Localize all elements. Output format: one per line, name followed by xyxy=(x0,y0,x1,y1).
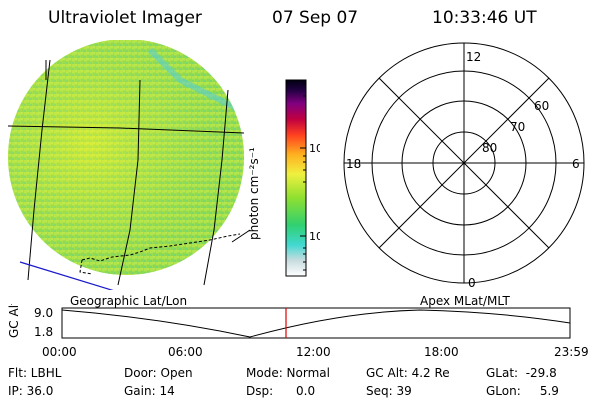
time-tick-2359: 23:59 xyxy=(554,345,589,359)
instrument-title: Ultraviolet Imager xyxy=(48,8,202,28)
gc-alt-info: GC Alt: 4.2 Re xyxy=(366,366,450,380)
colorbar-tick-10: 10 xyxy=(309,230,320,243)
lat-label-80: 80 xyxy=(482,141,497,155)
colorbar-gradient xyxy=(285,79,307,277)
time-tick-1800: 18:00 xyxy=(424,345,459,359)
mode-info: Mode: Normal xyxy=(246,366,330,380)
altitude-tick-low: 1.8 xyxy=(34,325,53,339)
ip-info: IP: 36.0 xyxy=(8,384,54,398)
geo-lon-info: GLon: 5.9 xyxy=(486,384,559,398)
mlt-label-right: 6 xyxy=(572,157,580,171)
time-tick-0000: 00:00 xyxy=(42,345,77,359)
ground-track-line xyxy=(19,261,114,290)
mlt-label-top: 12 xyxy=(466,50,481,64)
geo-lat-info: GLat: -29.8 xyxy=(486,366,557,380)
gain-info: Gain: 14 xyxy=(124,384,175,398)
polar-mlat-mlt-plot: 12 0 18 6 80 70 60 xyxy=(343,42,585,290)
dsp-info: Dsp: 0.0 xyxy=(246,384,316,398)
globe-caption: Geographic Lat/Lon xyxy=(70,294,188,308)
polar-caption: Apex MLat/MLT xyxy=(420,294,510,308)
lat-label-70: 70 xyxy=(510,120,525,134)
sequence-info: Seq: 39 xyxy=(366,384,412,398)
colorbar-unit-label: photon cm⁻²s⁻¹ xyxy=(247,147,261,240)
filter-info: Flt: LBHL xyxy=(8,366,62,380)
colorbar-tick-100: 100 xyxy=(309,142,320,155)
lat-lon-grid xyxy=(7,59,251,286)
uv-globe-image xyxy=(7,40,251,290)
altitude-strip-plot: GC Alt 9.0 1.8 00:00 06:00 12:00 18:00 2… xyxy=(7,304,589,359)
mlt-label-bottom: 0 xyxy=(468,276,476,290)
time-tick-1200: 12:00 xyxy=(296,345,331,359)
altitude-axis-label: GC Alt xyxy=(7,304,21,338)
coastline xyxy=(81,233,241,262)
time-label: 10:33:46 UT xyxy=(432,8,537,28)
intensity-colorbar: 100 10 xyxy=(285,79,320,277)
door-status: Door: Open xyxy=(124,366,193,380)
altitude-tick-high: 9.0 xyxy=(34,306,53,320)
time-tick-0600: 06:00 xyxy=(168,345,203,359)
altitude-plot-frame xyxy=(61,307,571,339)
altitude-curve xyxy=(61,309,571,338)
date-label: 07 Sep 07 xyxy=(272,8,359,28)
mlt-label-left: 18 xyxy=(346,157,361,171)
lat-label-60: 60 xyxy=(534,99,549,113)
